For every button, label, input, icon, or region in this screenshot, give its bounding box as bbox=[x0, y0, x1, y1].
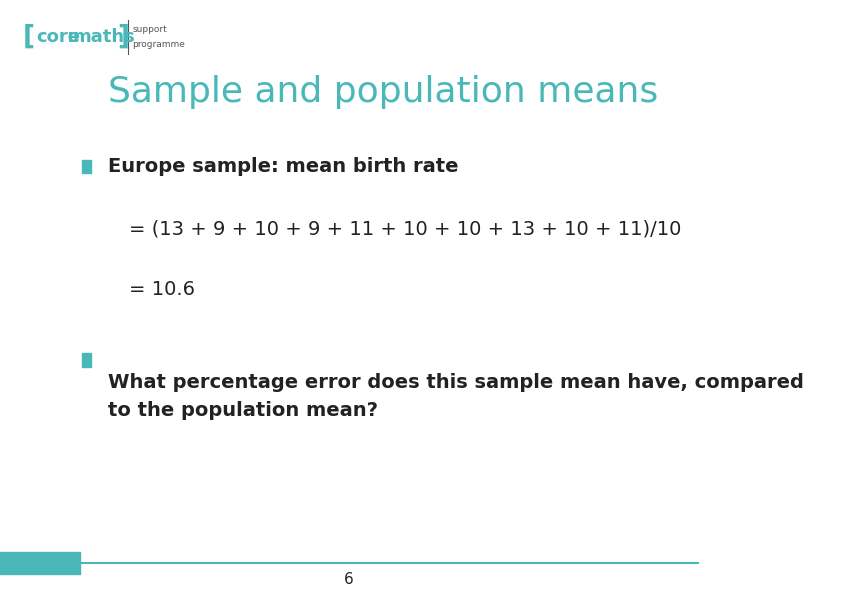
Bar bbox=[82, 353, 91, 367]
Text: = (13 + 9 + 10 + 9 + 11 + 10 + 10 + 13 + 10 + 11)/10: = (13 + 9 + 10 + 9 + 11 + 10 + 10 + 13 +… bbox=[129, 220, 681, 239]
Text: support: support bbox=[132, 25, 168, 35]
Text: [: [ bbox=[23, 24, 35, 50]
Text: Sample and population means: Sample and population means bbox=[108, 75, 658, 110]
Text: programme: programme bbox=[132, 40, 185, 49]
Text: Europe sample: mean birth rate: Europe sample: mean birth rate bbox=[108, 157, 459, 176]
Text: What percentage error does this sample mean have, compared
to the population mea: What percentage error does this sample m… bbox=[108, 372, 804, 420]
Text: maths: maths bbox=[72, 28, 136, 46]
Bar bbox=[0, 552, 80, 574]
Text: core: core bbox=[36, 28, 80, 46]
Text: 6: 6 bbox=[344, 572, 354, 587]
Text: ]: ] bbox=[117, 24, 129, 50]
Text: :: : bbox=[67, 28, 74, 46]
Bar bbox=[82, 160, 91, 173]
Text: = 10.6: = 10.6 bbox=[129, 280, 195, 299]
